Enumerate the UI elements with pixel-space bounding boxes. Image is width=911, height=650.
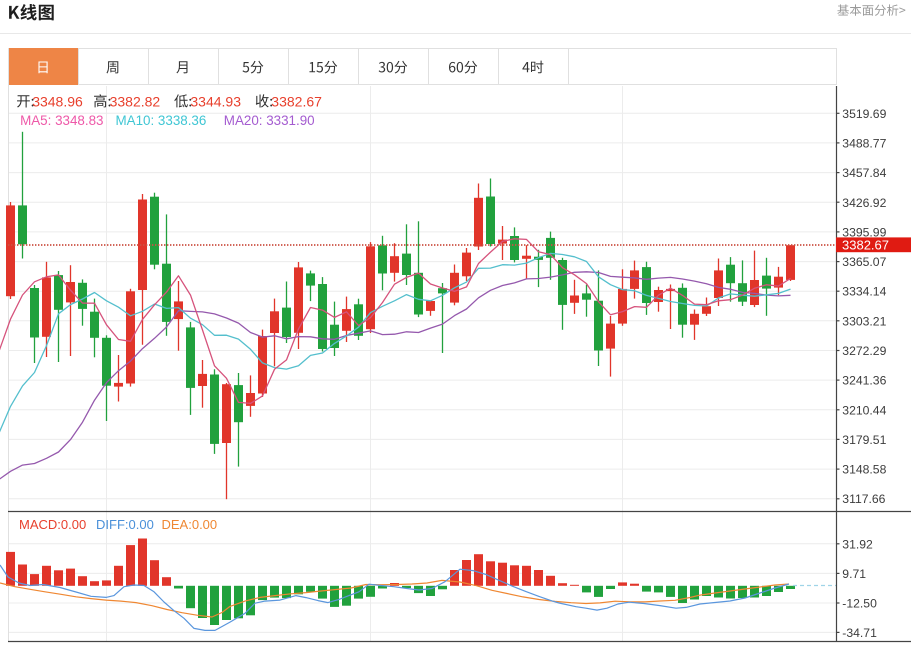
svg-text:3426.92: 3426.92 xyxy=(842,196,886,210)
svg-text:3488.77: 3488.77 xyxy=(842,136,886,150)
svg-text:3382.82: 3382.82 xyxy=(110,93,161,109)
svg-text:3210.44: 3210.44 xyxy=(842,403,886,417)
svg-text:3344.93: 3344.93 xyxy=(190,93,241,109)
svg-text:3117.66: 3117.66 xyxy=(842,492,885,506)
svg-text:DEA:0.00: DEA:0.00 xyxy=(162,517,218,532)
svg-text:3457.84: 3457.84 xyxy=(842,166,886,180)
svg-text:31.92: 31.92 xyxy=(842,537,873,551)
svg-text:MA20: 3331.90: MA20: 3331.90 xyxy=(224,113,315,128)
svg-text:MACD:0.00: MACD:0.00 xyxy=(19,517,86,532)
svg-text:3519.69: 3519.69 xyxy=(842,107,886,121)
svg-text:-12.50: -12.50 xyxy=(842,597,877,611)
svg-text:3382.67: 3382.67 xyxy=(271,93,322,109)
svg-text:MA10: 3338.36: MA10: 3338.36 xyxy=(116,113,207,128)
svg-text:3241.36: 3241.36 xyxy=(842,374,886,388)
svg-text:-34.71: -34.71 xyxy=(842,626,877,640)
svg-text:9.71: 9.71 xyxy=(842,567,866,581)
svg-text:3148.58: 3148.58 xyxy=(842,463,886,477)
svg-text:MA5: 3348.83: MA5: 3348.83 xyxy=(20,113,103,128)
svg-text:3303.21: 3303.21 xyxy=(842,314,886,328)
svg-text:3334.14: 3334.14 xyxy=(842,285,886,299)
svg-text:3365.07: 3365.07 xyxy=(842,255,886,269)
svg-text:3395.99: 3395.99 xyxy=(842,225,886,239)
svg-text:DIFF:0.00: DIFF:0.00 xyxy=(96,517,154,532)
svg-text:3348.96: 3348.96 xyxy=(32,93,83,109)
svg-text:3382.67: 3382.67 xyxy=(842,238,889,253)
svg-text:3272.29: 3272.29 xyxy=(842,344,886,358)
svg-text:3179.51: 3179.51 xyxy=(842,433,886,447)
